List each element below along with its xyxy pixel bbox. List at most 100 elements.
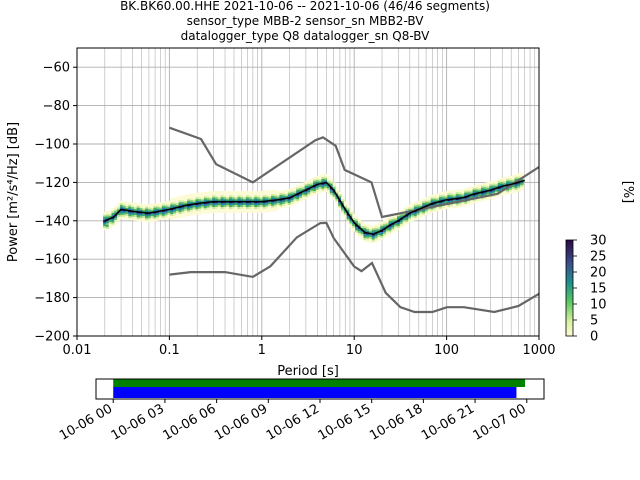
density-cell <box>145 217 149 221</box>
density-cell <box>310 188 314 191</box>
density-cell <box>366 239 370 243</box>
density-cell <box>170 213 174 216</box>
density-cell <box>153 214 157 218</box>
density-cell <box>189 197 194 201</box>
density-cell <box>248 192 253 196</box>
density-cell <box>341 206 345 209</box>
density-cell <box>419 199 423 203</box>
density-cell <box>133 206 138 210</box>
density-cell <box>268 207 272 210</box>
density-cell <box>254 194 258 198</box>
density-cell <box>332 195 337 199</box>
density-cell <box>217 191 222 194</box>
density-cell <box>231 206 236 209</box>
density-cell <box>195 196 199 200</box>
density-cell <box>402 213 407 217</box>
density-cell <box>453 195 457 199</box>
density-cell <box>184 198 188 202</box>
density-cell <box>374 226 379 229</box>
density-cell <box>265 203 269 207</box>
density-cell <box>472 189 477 192</box>
density-cell <box>489 185 493 188</box>
density-cell <box>223 194 227 198</box>
density-cell <box>276 202 281 206</box>
density-cell <box>489 187 493 190</box>
density-cell <box>318 184 323 188</box>
density-cell <box>290 187 295 191</box>
density-cell <box>248 208 253 211</box>
density-cell <box>335 200 339 204</box>
density-cell <box>329 183 334 186</box>
density-cell <box>441 193 446 197</box>
density-cell <box>245 194 250 198</box>
density-cell <box>433 207 437 211</box>
density-cell <box>464 188 468 191</box>
density-cell <box>475 190 479 193</box>
x-tick-label: 1 <box>258 343 266 358</box>
density-cell <box>212 192 216 196</box>
density-cell <box>514 187 518 191</box>
density-cell <box>467 189 471 192</box>
density-cell <box>282 193 286 197</box>
density-cell <box>234 204 239 207</box>
density-cell <box>329 190 334 194</box>
density-cell <box>103 212 107 215</box>
density-cell <box>273 197 278 200</box>
density-cell <box>257 202 261 206</box>
density-cell <box>335 189 339 192</box>
y-tick-label: −140 <box>34 214 70 229</box>
density-cell <box>371 229 376 232</box>
density-cell <box>436 208 440 212</box>
density-cell <box>397 227 401 230</box>
density-cell <box>268 195 272 199</box>
density-cell <box>220 208 225 211</box>
density-cell <box>363 235 367 238</box>
density-cell <box>257 192 261 196</box>
density-cell <box>245 206 250 209</box>
density-cell <box>391 216 395 220</box>
coverage-tick-label: 10-07 00 <box>471 401 529 443</box>
colorbar-tick-label: 10 <box>590 298 607 313</box>
density-cell <box>248 206 253 209</box>
density-cell <box>229 208 233 211</box>
density-cell <box>226 198 230 202</box>
density-cell <box>223 208 227 211</box>
density-cell <box>240 206 244 209</box>
density-cell <box>433 196 437 199</box>
density-cell <box>483 186 488 190</box>
density-cell <box>150 217 155 220</box>
density-cell <box>371 227 376 230</box>
x-tick-label: 100 <box>434 343 459 358</box>
density-cell <box>184 202 188 206</box>
density-cell <box>329 181 334 184</box>
density-cell <box>385 220 390 223</box>
density-cell <box>427 196 432 199</box>
density-cell <box>248 204 253 207</box>
density-cell <box>217 206 222 209</box>
density-cell <box>304 194 309 198</box>
density-cell <box>287 200 292 204</box>
density-cell <box>282 201 286 205</box>
density-cell <box>231 210 236 213</box>
density-cell <box>494 183 499 186</box>
density-cell <box>383 233 387 236</box>
density-cell <box>223 202 227 206</box>
density-cell <box>430 200 435 204</box>
density-cell <box>187 196 191 199</box>
density-cell <box>248 196 253 200</box>
density-cell <box>397 213 401 217</box>
colorbar-tick-label: 30 <box>590 234 607 249</box>
density-cell <box>237 204 241 207</box>
density-cell <box>175 204 180 207</box>
density-cell <box>486 187 490 191</box>
density-cell <box>189 207 194 210</box>
density-cell <box>276 190 281 194</box>
y-ticks: −60 −80 −100 −120 −140 −160 −180 −200 <box>34 61 77 345</box>
density-cell <box>324 179 328 183</box>
density-cell <box>447 206 451 209</box>
density-cell <box>209 195 213 198</box>
density-cell <box>394 215 398 218</box>
density-cell <box>114 205 118 209</box>
density-cell <box>436 199 440 202</box>
density-cell <box>341 202 345 205</box>
